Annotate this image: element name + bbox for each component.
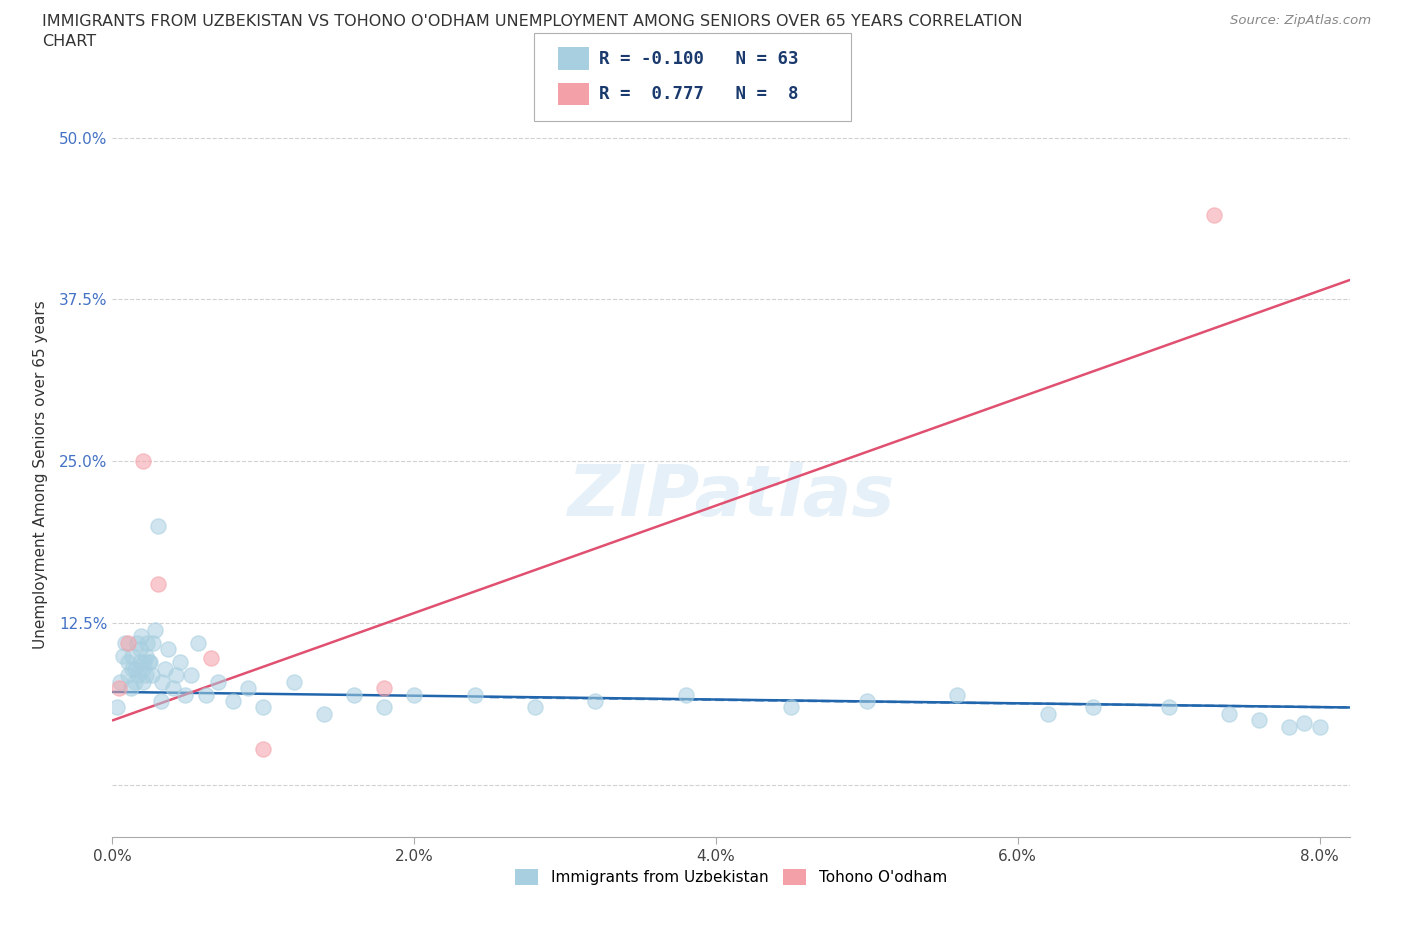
Point: [135, 648, 157, 663]
Text: IMMIGRANTS FROM UZBEKISTAN VS TOHONO O'ODHAM UNEMPLOYMENT AMONG SENIORS OVER 65 : IMMIGRANTS FROM UZBEKISTAN VS TOHONO O'O…: [42, 14, 1022, 29]
Point: [131, 661, 153, 676]
Point: [143, 622, 166, 637]
Point: [135, 668, 157, 683]
Point: [780, 700, 803, 715]
Point: [200, 651, 222, 666]
Point: [120, 681, 142, 696]
Point: [146, 519, 169, 534]
Point: [117, 668, 139, 683]
Point: [114, 635, 136, 650]
Point: [1278, 720, 1301, 735]
Point: [856, 694, 879, 709]
Point: [1083, 700, 1105, 715]
Text: R =  0.777   N =  8: R = 0.777 N = 8: [599, 86, 799, 103]
Point: [127, 668, 149, 683]
Point: [1202, 207, 1225, 222]
Point: [155, 661, 177, 676]
Point: [121, 661, 143, 676]
Point: [187, 635, 209, 650]
Point: [312, 707, 335, 722]
Point: [252, 700, 274, 715]
Point: [125, 635, 148, 650]
Text: R = -0.100   N = 63: R = -0.100 N = 63: [599, 49, 799, 68]
Point: [128, 642, 150, 657]
Legend: Immigrants from Uzbekistan, Tohono O'odham: Immigrants from Uzbekistan, Tohono O'odh…: [509, 863, 953, 891]
Point: [238, 681, 260, 696]
Point: [157, 642, 180, 657]
Point: [149, 694, 172, 709]
Point: [165, 668, 187, 683]
Point: [117, 655, 139, 670]
Point: [283, 674, 305, 689]
Point: [108, 674, 131, 689]
Text: ZIPatlas: ZIPatlas: [568, 461, 894, 530]
Point: [107, 681, 129, 696]
Point: [343, 687, 366, 702]
Point: [207, 674, 229, 689]
Point: [373, 681, 395, 696]
Point: [150, 674, 173, 689]
Point: [1309, 720, 1331, 735]
Point: [131, 674, 153, 689]
Point: [117, 635, 139, 650]
Point: [675, 687, 697, 702]
Y-axis label: Unemployment Among Seniors over 65 years: Unemployment Among Seniors over 65 years: [32, 300, 48, 649]
Point: [1249, 713, 1271, 728]
Point: [946, 687, 969, 702]
Point: [1157, 700, 1180, 715]
Point: [139, 655, 162, 670]
Point: [252, 741, 274, 756]
Point: [136, 635, 159, 650]
Text: CHART: CHART: [42, 34, 96, 49]
Point: [1218, 707, 1240, 722]
Point: [583, 694, 606, 709]
Point: [195, 687, 218, 702]
Point: [128, 655, 150, 670]
Point: [1294, 715, 1316, 730]
Point: [141, 668, 163, 683]
Point: [174, 687, 197, 702]
Text: Source: ZipAtlas.com: Source: ZipAtlas.com: [1230, 14, 1371, 27]
Point: [131, 454, 153, 469]
Point: [373, 700, 395, 715]
Point: [523, 700, 546, 715]
Point: [169, 655, 191, 670]
Point: [112, 648, 135, 663]
Point: [121, 648, 143, 663]
Point: [129, 629, 152, 644]
Point: [124, 661, 146, 676]
Point: [146, 577, 169, 591]
Point: [1036, 707, 1059, 722]
Point: [180, 668, 202, 683]
Point: [142, 635, 165, 650]
Point: [105, 700, 128, 715]
Point: [134, 655, 156, 670]
Point: [124, 674, 146, 689]
Point: [162, 681, 184, 696]
Point: [404, 687, 426, 702]
Point: [222, 694, 245, 709]
Point: [464, 687, 486, 702]
Point: [138, 655, 160, 670]
